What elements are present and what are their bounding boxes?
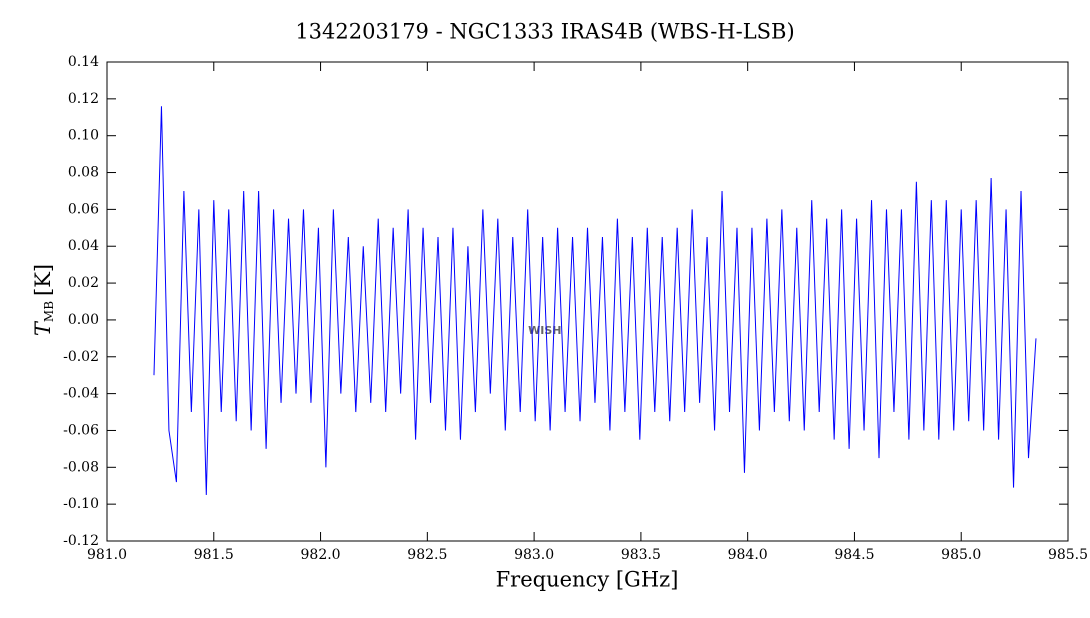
x-tick-label: 981.0 <box>87 547 127 563</box>
y-tick-label: 0.02 <box>68 275 99 291</box>
watermark: WISH <box>528 324 561 337</box>
plot-frame <box>106 61 1069 542</box>
x-axis-label: Frequency [GHz] <box>496 568 679 592</box>
y-tick-label: 0.12 <box>68 91 99 107</box>
x-tick-label: 981.5 <box>194 547 234 563</box>
x-tick-label: 982.5 <box>407 547 447 563</box>
x-tick-label: 985.0 <box>941 547 981 563</box>
y-label-sub: MB <box>42 301 56 322</box>
y-tick-label: -0.06 <box>63 422 99 438</box>
chart-title: 1342203179 - NGC1333 IRAS4B (WBS-H-LSB) <box>295 20 794 44</box>
y-tick-label: -0.02 <box>63 349 99 365</box>
y-tick-label: -0.10 <box>63 496 99 512</box>
y-label-main: T <box>31 320 55 336</box>
spectrum-line <box>153 106 1037 495</box>
y-label-unit: [K] <box>31 264 55 296</box>
x-tick-label: 983.5 <box>621 547 661 563</box>
y-tick-label: 0.04 <box>68 238 99 254</box>
x-tick-label: 983.0 <box>514 547 554 563</box>
y-tick-label: 0.10 <box>68 128 99 144</box>
y-tick-label: -0.12 <box>63 533 99 549</box>
y-tick-label: 0.00 <box>68 312 99 328</box>
y-tick-label: 0.06 <box>68 201 99 217</box>
x-tick-label: 982.0 <box>301 547 341 563</box>
y-tick-label: 0.14 <box>68 54 99 70</box>
y-axis-label: TMB [K] <box>31 264 56 336</box>
y-tick-label: 0.08 <box>68 165 99 181</box>
y-tick-label: -0.08 <box>63 459 99 475</box>
x-tick-label: 984.0 <box>728 547 768 563</box>
x-tick-label: 984.5 <box>834 547 874 563</box>
y-tick-label: -0.04 <box>63 386 99 402</box>
x-tick-label: 985.5 <box>1048 547 1088 563</box>
